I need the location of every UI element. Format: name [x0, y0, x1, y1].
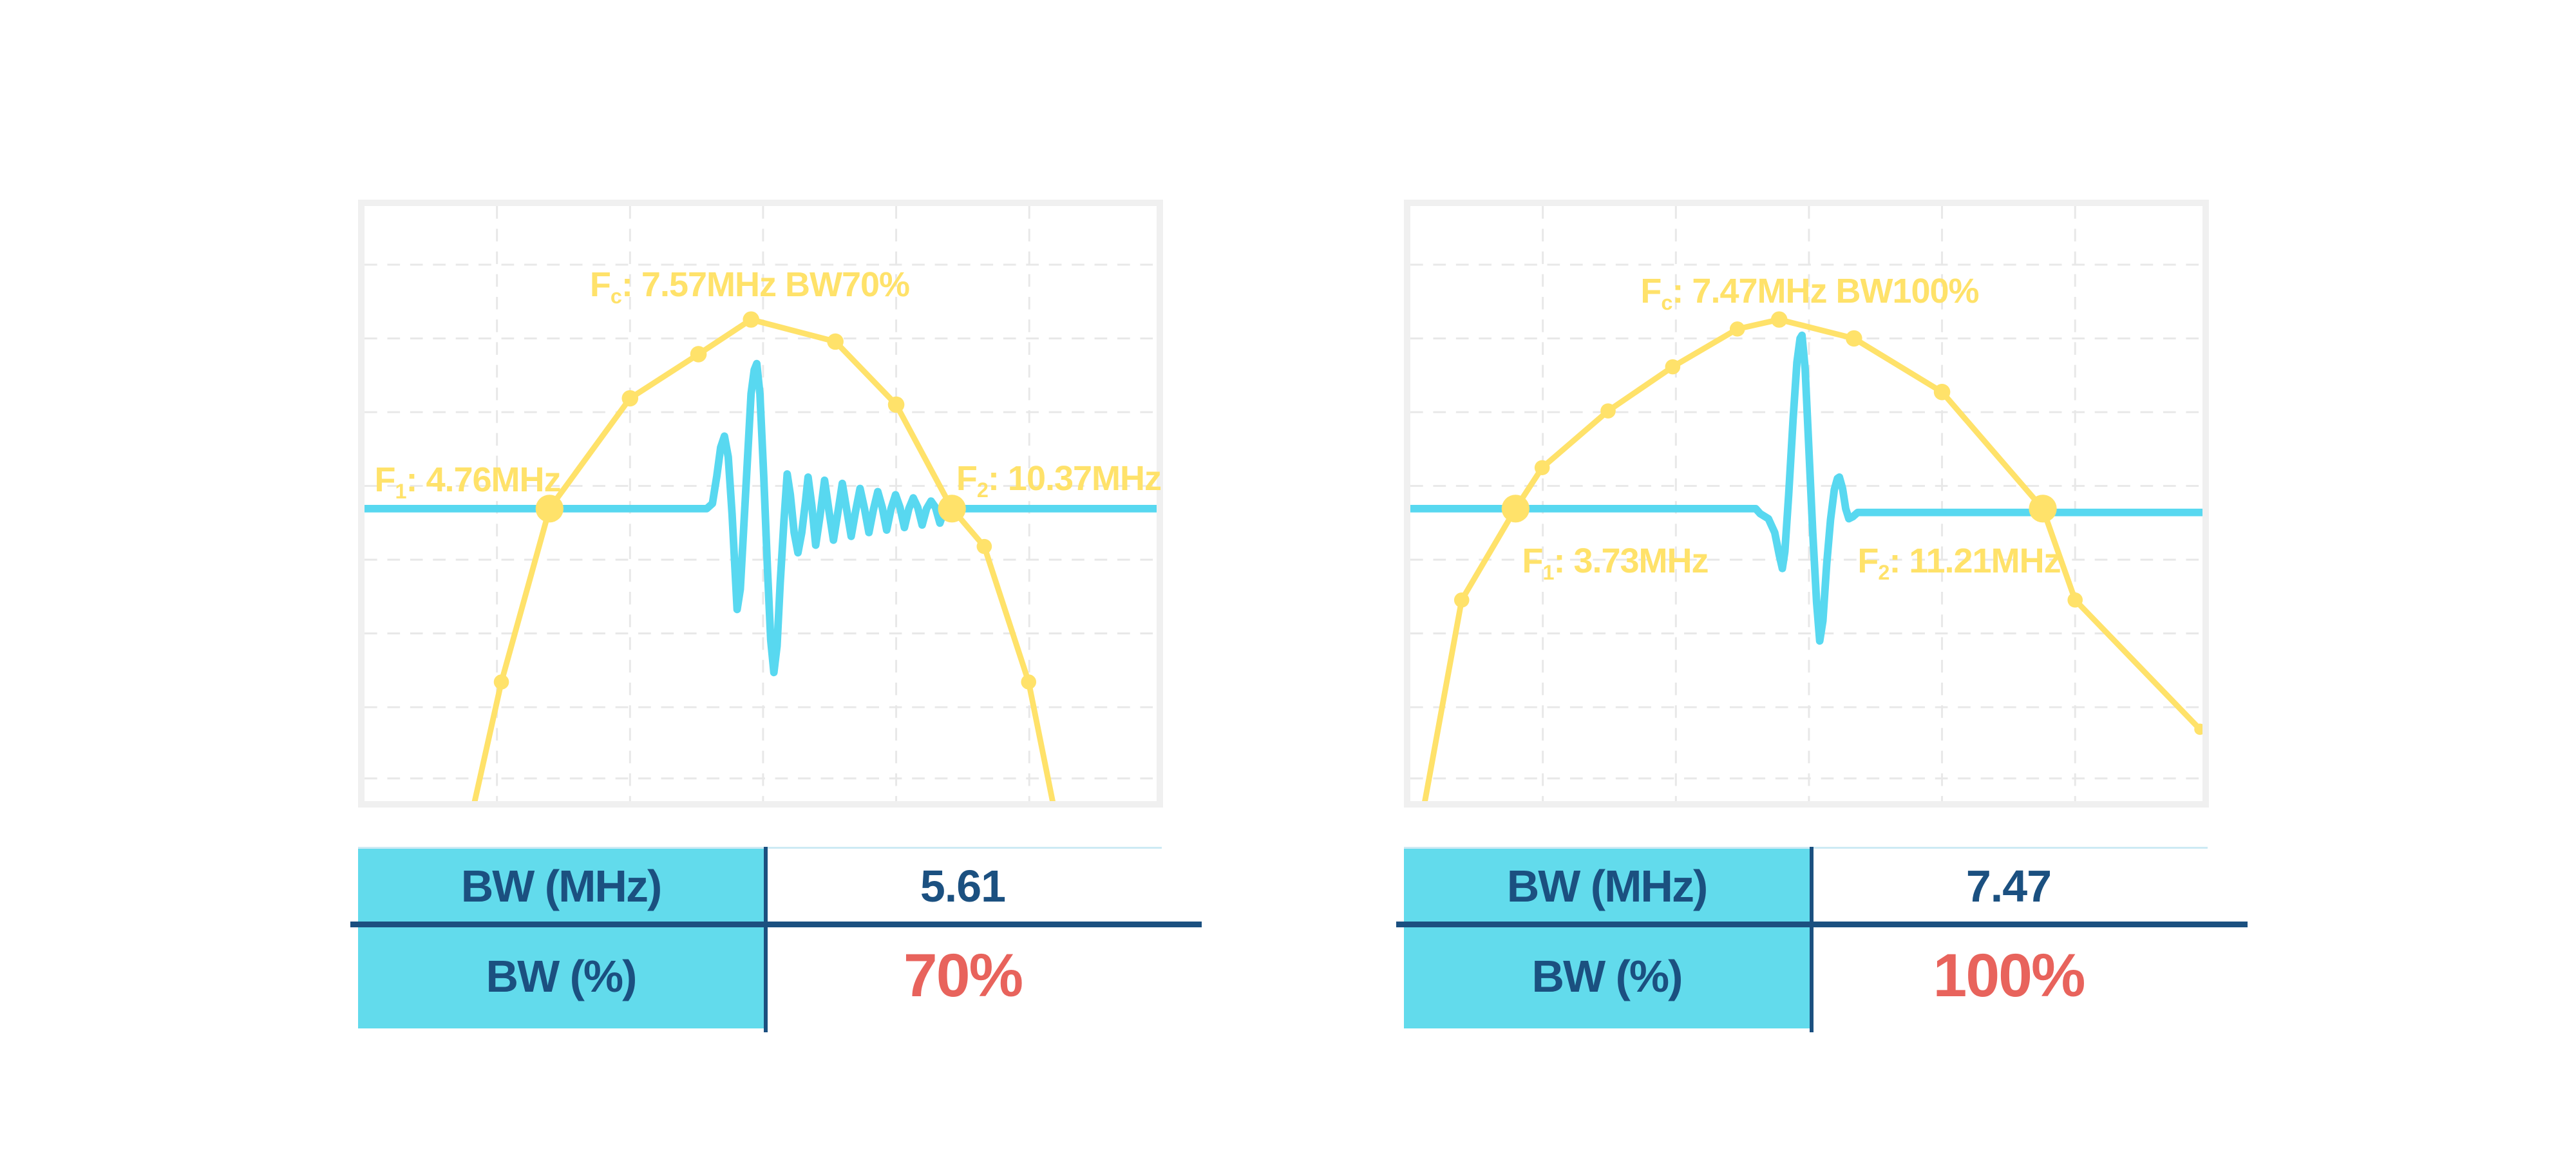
f1-label: F1: 3.73MHz	[1522, 541, 1709, 585]
f1-label-value: : 4.76MHz	[406, 460, 561, 499]
f1-label: F1: 4.76MHz	[374, 460, 561, 504]
chart-70pct-plot	[365, 206, 1157, 801]
bw-table-70pct: BW (MHz) 5.61 BW (%) 70%	[350, 847, 1202, 1032]
bandwidth-panel-70pct: Fc: 7.57MHz BW70% F1: 4.76MHz F2: 10.37M…	[350, 200, 1202, 1032]
f1-label-value: : 3.73MHz	[1553, 541, 1709, 580]
f2-label-value: : 11.21MHz	[1889, 541, 2061, 580]
table-vertical-divider	[1810, 847, 1814, 1032]
f1-label-text: F	[1522, 541, 1543, 580]
fc-label-subscript: c	[610, 285, 622, 308]
f2-label-subscript: 2	[976, 478, 989, 502]
table-horizontal-divider	[350, 922, 1202, 927]
fc-label-text: F	[589, 265, 611, 304]
f2-label: F2: 11.21MHz	[1857, 541, 2061, 585]
bw-pct-value: 70%	[903, 941, 1023, 1010]
chart-100pct-plot	[1410, 206, 2202, 801]
f1-label-text: F	[374, 460, 395, 499]
table-row: BW (%) 100%	[1404, 923, 2208, 1028]
fc-label-text: F	[1640, 271, 1662, 310]
bw-table-100pct: BW (MHz) 7.47 BW (%) 100%	[1396, 847, 2248, 1032]
bw-pct-value: 100%	[1933, 941, 2086, 1010]
f1-label-subscript: 1	[395, 480, 406, 504]
chart-100pct: Fc: 7.47MHz BW100% F1: 3.73MHz F2: 11.21…	[1404, 200, 2209, 808]
bw-mhz-value: 7.47	[1965, 861, 2052, 911]
table-horizontal-divider	[1396, 922, 2248, 927]
f1-label-subscript: 1	[1542, 561, 1554, 585]
bw-mhz-label: BW (MHz)	[358, 849, 764, 923]
bandwidth-panel-100pct: Fc: 7.47MHz BW100% F1: 3.73MHz F2: 11.21…	[1396, 200, 2248, 1032]
bw-pct-label: BW (%)	[1404, 923, 1810, 1028]
f2-label: F2: 10.37MHz	[956, 459, 1162, 502]
f2-label-text: F	[1857, 541, 1879, 580]
fc-label-subscript: c	[1661, 291, 1672, 315]
table-vertical-divider	[764, 847, 768, 1032]
bw-mhz-value: 5.61	[920, 861, 1006, 911]
f2-label-subscript: 2	[1878, 561, 1889, 585]
table-row: BW (%) 70%	[358, 923, 1162, 1028]
table-row: BW (MHz) 7.47	[1404, 847, 2208, 923]
bw-pct-label: BW (%)	[358, 923, 764, 1028]
f2-label-text: F	[956, 459, 978, 498]
table-row: BW (MHz) 5.61	[358, 847, 1162, 923]
chart-70pct: Fc: 7.57MHz BW70% F1: 4.76MHz F2: 10.37M…	[358, 200, 1163, 808]
f2-label-value: : 10.37MHz	[987, 459, 1162, 498]
fc-label: Fc: 7.57MHz BW70%	[589, 265, 910, 308]
fc-label-value: : 7.57MHz BW70%	[621, 265, 910, 304]
fc-label-value: : 7.47MHz BW100%	[1672, 271, 1979, 310]
fc-label: Fc: 7.47MHz BW100%	[1640, 271, 1979, 315]
bw-mhz-label: BW (MHz)	[1404, 849, 1810, 923]
